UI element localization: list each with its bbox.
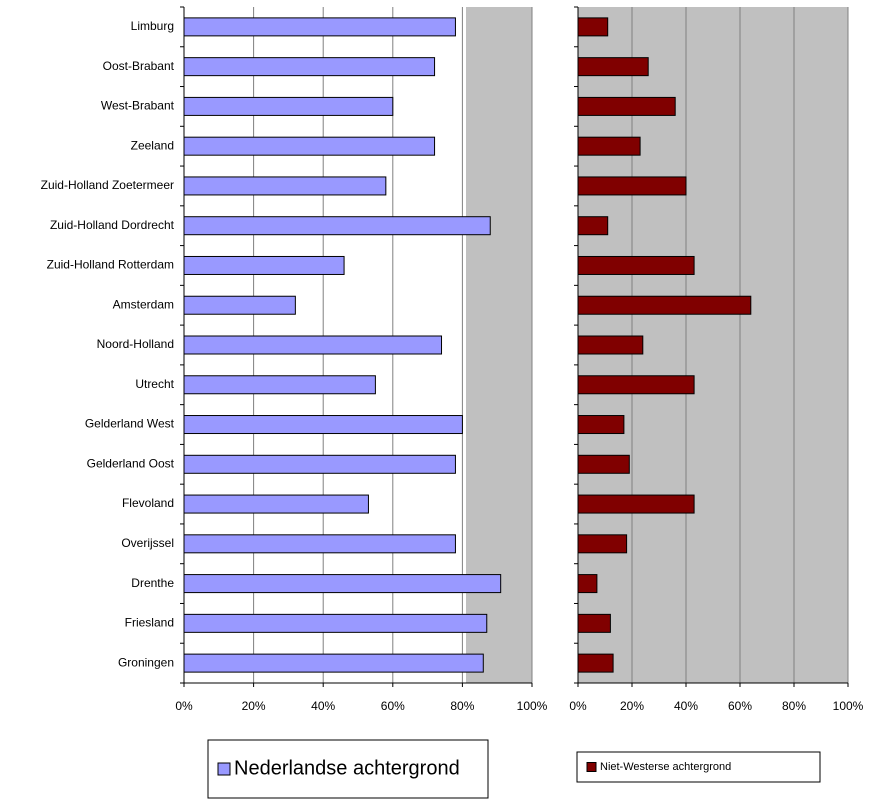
- x-tick-label: 20%: [242, 699, 266, 713]
- y-tick-label: Groningen: [118, 655, 174, 669]
- x-tick-label: 40%: [311, 699, 335, 713]
- x-tick-label: 100%: [833, 699, 864, 713]
- y-tick-label: Oost-Brabant: [103, 59, 175, 73]
- bar: [183, 255, 345, 275]
- y-tick-label: Zuid-Holland Rotterdam: [47, 258, 174, 272]
- y-tick-label: Amsterdam: [113, 297, 174, 311]
- x-tick-label: 80%: [450, 699, 474, 713]
- legend-swatch: [217, 762, 231, 776]
- bar: [577, 375, 695, 395]
- x-tick-label: 0%: [569, 699, 587, 713]
- legend-label: Nederlandse achtergrond: [234, 757, 460, 779]
- bar: [183, 216, 491, 236]
- y-tick-label: West-Brabant: [101, 99, 175, 113]
- y-tick-label: Gelderland Oost: [87, 456, 175, 470]
- bar: [183, 295, 296, 315]
- bar: [183, 415, 463, 435]
- x-tick-label: 40%: [674, 699, 698, 713]
- bar: [183, 335, 443, 355]
- y-tick-label: Zeeland: [131, 138, 174, 152]
- bar: [577, 335, 644, 355]
- bar: [183, 653, 484, 673]
- bar: [183, 534, 456, 554]
- x-tick-label: 80%: [782, 699, 806, 713]
- y-tick-label: Noord-Holland: [97, 337, 174, 351]
- bar: [183, 136, 436, 156]
- legend-box: [576, 751, 821, 783]
- bar: [577, 96, 676, 116]
- bar: [577, 17, 609, 37]
- legend-swatch: [586, 762, 597, 772]
- bar: [183, 57, 436, 77]
- bar: [577, 176, 687, 196]
- bar: [577, 494, 695, 514]
- bar: [577, 295, 752, 315]
- bar: [183, 375, 376, 395]
- bar: [577, 57, 649, 77]
- y-tick-label: Zuid-Holland Dordrecht: [50, 218, 175, 232]
- bar: [577, 574, 598, 594]
- bar: [183, 494, 369, 514]
- y-tick-label: Overijssel: [121, 536, 174, 550]
- bar: [183, 176, 387, 196]
- x-tick-label: 100%: [517, 699, 548, 713]
- legend-box: [207, 739, 489, 799]
- y-tick-label: Limburg: [131, 19, 174, 33]
- y-tick-label: Flevoland: [122, 496, 174, 510]
- y-tick-label: Friesland: [125, 616, 174, 630]
- bar: [183, 613, 488, 633]
- y-tick-label: Zuid-Holland Zoetermeer: [41, 178, 174, 192]
- bar: [183, 96, 394, 116]
- x-tick-label: 60%: [381, 699, 405, 713]
- bar: [577, 534, 628, 554]
- x-tick-label: 60%: [728, 699, 752, 713]
- bar: [183, 574, 502, 594]
- y-tick-label: Utrecht: [135, 377, 174, 391]
- bar: [183, 454, 456, 474]
- bar: [577, 454, 630, 474]
- bar: [183, 17, 456, 37]
- plot-shade: [466, 7, 532, 683]
- legend-label: Niet-Westerse achtergrond: [600, 761, 731, 773]
- bar: [577, 255, 695, 275]
- x-tick-label: 20%: [620, 699, 644, 713]
- x-tick-label: 0%: [175, 699, 193, 713]
- bar: [577, 415, 625, 435]
- bar: [577, 613, 611, 633]
- bar: [577, 136, 641, 156]
- y-tick-label: Drenthe: [131, 576, 174, 590]
- y-tick-label: Gelderland West: [85, 417, 175, 431]
- bar: [577, 653, 614, 673]
- bar: [577, 216, 609, 236]
